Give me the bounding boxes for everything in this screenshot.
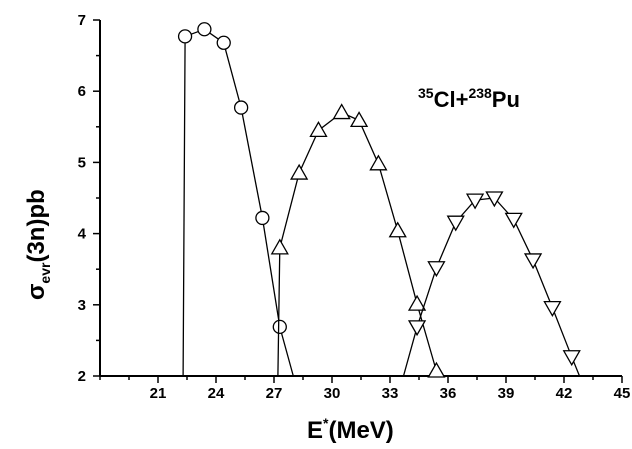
series-layer bbox=[177, 22, 581, 378]
data-point bbox=[427, 261, 446, 278]
data-point bbox=[216, 35, 231, 50]
data-point bbox=[465, 193, 485, 210]
data-point bbox=[369, 154, 388, 171]
y-axis-title-rest: (3n)pb bbox=[23, 189, 50, 262]
series-triangle-up bbox=[270, 103, 446, 378]
data-point bbox=[504, 212, 523, 229]
x-tick-label: 45 bbox=[614, 385, 631, 402]
annotation-superscript-2: 238 bbox=[468, 85, 492, 101]
x-tick-label: 27 bbox=[266, 385, 283, 402]
data-point bbox=[255, 210, 270, 226]
data-point bbox=[197, 22, 212, 37]
data-point bbox=[523, 253, 543, 270]
data-point bbox=[290, 163, 309, 180]
data-point bbox=[177, 29, 193, 44]
annotation-text-2: Pu bbox=[492, 87, 520, 112]
data-point bbox=[332, 103, 351, 120]
series-circle bbox=[177, 22, 294, 377]
x-axis-title-rest: (MeV) bbox=[328, 417, 393, 444]
data-point bbox=[272, 319, 287, 335]
data-point bbox=[407, 320, 427, 337]
y-axis-title-main: σ bbox=[23, 284, 50, 300]
y-tick-label: 4 bbox=[78, 226, 87, 243]
x-axis-title-sup: * bbox=[323, 415, 329, 431]
annotation-text-1: Cl+ bbox=[434, 87, 469, 112]
x-axis-title-main: E bbox=[307, 417, 323, 444]
y-tick-label: 7 bbox=[78, 12, 86, 29]
data-point bbox=[485, 191, 504, 208]
data-point bbox=[407, 294, 427, 311]
y-axis-title: σevr(3n)pb bbox=[23, 189, 53, 300]
data-point bbox=[543, 300, 562, 317]
x-tick-label: 33 bbox=[382, 385, 399, 402]
y-tick-label: 3 bbox=[78, 297, 86, 314]
y-tick-label: 2 bbox=[78, 368, 86, 385]
x-tick-label: 21 bbox=[150, 385, 167, 402]
data-point bbox=[349, 111, 369, 128]
x-tick-label: 42 bbox=[556, 385, 573, 402]
data-point bbox=[446, 215, 465, 232]
annotation-label: 35Cl+238Pu bbox=[418, 85, 520, 112]
data-point bbox=[309, 121, 328, 138]
data-point bbox=[270, 238, 289, 255]
x-axis-title: E*(MeV) bbox=[307, 415, 394, 444]
series-triangle-down bbox=[402, 191, 581, 377]
x-tick-label: 24 bbox=[208, 385, 225, 402]
series-line bbox=[277, 111, 441, 377]
y-tick-label: 6 bbox=[78, 83, 86, 100]
x-tick-label: 39 bbox=[498, 385, 515, 402]
data-point bbox=[233, 100, 249, 115]
data-point bbox=[427, 361, 446, 378]
y-tick-label: 5 bbox=[78, 154, 86, 171]
data-point bbox=[388, 221, 407, 238]
y-axis-title-sub: evr bbox=[37, 262, 53, 284]
annotation-superscript-1: 35 bbox=[418, 85, 434, 101]
x-tick-label: 30 bbox=[324, 385, 341, 402]
x-tick-label: 36 bbox=[440, 385, 457, 402]
data-point bbox=[562, 350, 581, 367]
